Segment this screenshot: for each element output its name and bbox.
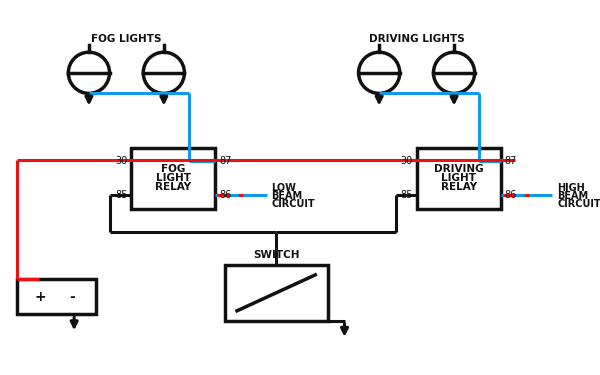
Text: 85: 85 — [400, 190, 413, 201]
Text: 86: 86 — [219, 190, 232, 201]
Text: 30: 30 — [115, 156, 127, 166]
Text: BEAM: BEAM — [557, 191, 588, 201]
Text: -: - — [70, 290, 76, 304]
Bar — [416, 148, 501, 208]
Text: FOG: FOG — [161, 164, 185, 174]
Text: BEAM: BEAM — [272, 191, 302, 201]
Text: HIGH: HIGH — [557, 183, 585, 193]
Text: LIGHT: LIGHT — [155, 173, 191, 183]
Bar — [131, 148, 215, 208]
Text: CIRCUIT: CIRCUIT — [557, 199, 600, 209]
Text: LOW: LOW — [272, 183, 296, 193]
Text: 86: 86 — [505, 190, 517, 201]
Bar — [224, 265, 328, 321]
Bar — [17, 279, 97, 314]
Text: SWITCH: SWITCH — [253, 251, 299, 260]
Text: 30: 30 — [401, 156, 413, 166]
Text: FOG LIGHTS: FOG LIGHTS — [91, 34, 161, 44]
Text: CIRCUIT: CIRCUIT — [272, 199, 315, 209]
Text: DRIVING: DRIVING — [434, 164, 484, 174]
Text: 87: 87 — [219, 156, 232, 166]
Text: RELAY: RELAY — [440, 182, 477, 192]
Text: DRIVING LIGHTS: DRIVING LIGHTS — [369, 34, 464, 44]
Text: RELAY: RELAY — [155, 182, 191, 192]
Text: 87: 87 — [505, 156, 517, 166]
Text: +: + — [35, 290, 47, 304]
Text: 85: 85 — [115, 190, 127, 201]
Text: LIGHT: LIGHT — [441, 173, 476, 183]
